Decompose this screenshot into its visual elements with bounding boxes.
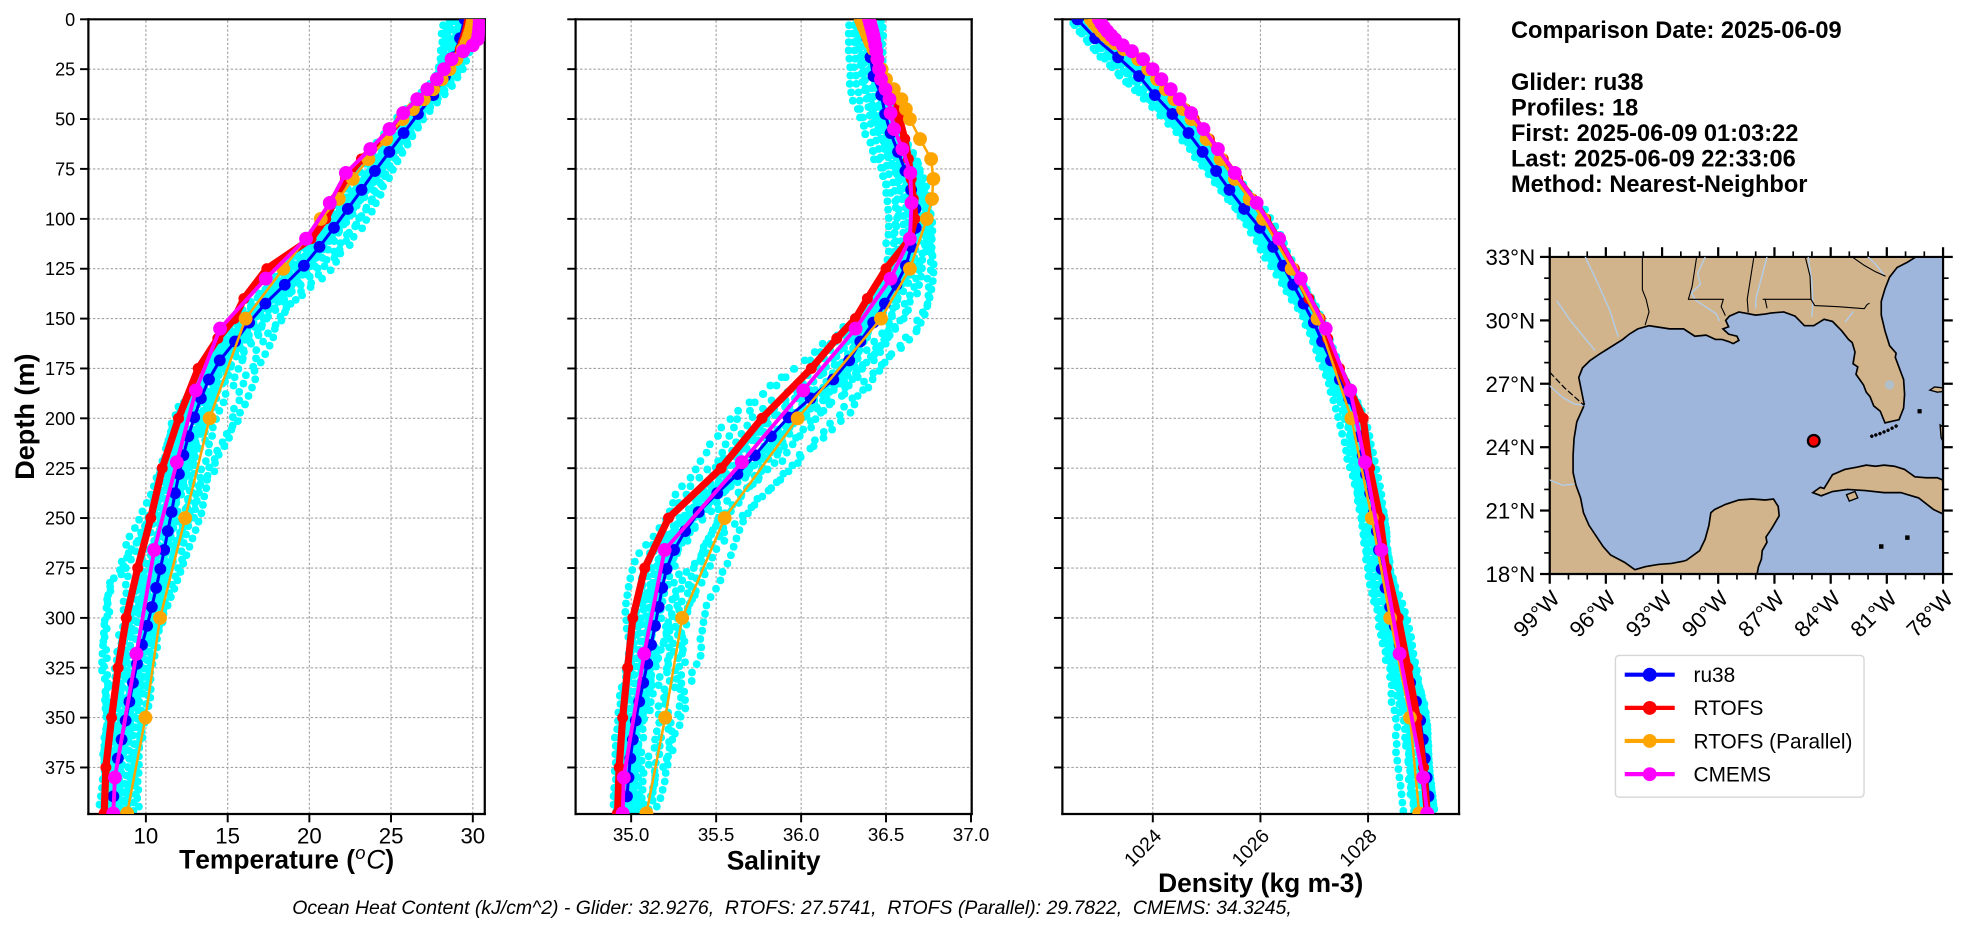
svg-text:Salinity: Salinity	[727, 845, 821, 875]
svg-text:10: 10	[134, 823, 159, 848]
svg-text:200: 200	[45, 409, 75, 429]
svg-text:35.5: 35.5	[698, 824, 734, 845]
svg-text:225: 225	[45, 459, 75, 479]
svg-text:Profiles: 18: Profiles: 18	[1511, 96, 1638, 122]
svg-text:25: 25	[379, 823, 404, 848]
svg-text:RTOFS (Parallel): RTOFS (Parallel)	[1694, 730, 1853, 753]
svg-text:37.0: 37.0	[953, 824, 989, 845]
svg-text:35.0: 35.0	[613, 824, 649, 845]
svg-text:First: 2025-06-09 01:03:22: First: 2025-06-09 01:03:22	[1511, 121, 1798, 147]
svg-text:33°N: 33°N	[1485, 245, 1535, 270]
svg-text:Last: 2025-06-09 22:33:06: Last: 2025-06-09 22:33:06	[1511, 147, 1796, 173]
svg-text:T e m p e r a t u r e ( ) o: T e m p e r a t u r e ( ) o C	[179, 839, 400, 875]
svg-text:24°N: 24°N	[1485, 435, 1535, 460]
svg-text:Method: Nearest-Neighbor: Method: Nearest-Neighbor	[1511, 172, 1807, 198]
svg-text:100: 100	[45, 209, 75, 229]
svg-text:300: 300	[45, 608, 75, 628]
svg-text:125: 125	[45, 259, 75, 279]
svg-text:0: 0	[65, 10, 75, 30]
svg-text:Ocean Heat Content (kJ/cm^2) -: Ocean Heat Content (kJ/cm^2) - Glider: 3…	[292, 897, 1291, 919]
svg-text:350: 350	[45, 708, 75, 728]
svg-text:Comparison Date: 2025-06-09: Comparison Date: 2025-06-09	[1511, 18, 1842, 44]
svg-text:RTOFS: RTOFS	[1694, 697, 1764, 720]
svg-text:27°N: 27°N	[1485, 372, 1535, 397]
svg-text:36.0: 36.0	[783, 824, 819, 845]
svg-text:250: 250	[45, 509, 75, 529]
svg-text:25: 25	[55, 60, 75, 80]
svg-text:150: 150	[45, 309, 75, 329]
svg-text:15: 15	[215, 823, 240, 848]
svg-text:20: 20	[297, 823, 322, 848]
svg-text:Glider: ru38: Glider: ru38	[1511, 70, 1644, 96]
svg-text:18°N: 18°N	[1485, 562, 1535, 587]
svg-text:Depth (m): Depth (m)	[9, 353, 40, 479]
svg-text:325: 325	[45, 658, 75, 678]
svg-text:75: 75	[55, 159, 75, 179]
svg-text:ru38: ru38	[1694, 664, 1736, 687]
svg-text:CMEMS: CMEMS	[1694, 763, 1772, 786]
svg-text:50: 50	[55, 110, 75, 130]
svg-text:275: 275	[45, 559, 75, 579]
svg-text:36.5: 36.5	[868, 824, 904, 845]
svg-text:375: 375	[45, 758, 75, 778]
svg-text:21°N: 21°N	[1485, 499, 1535, 524]
svg-text:175: 175	[45, 359, 75, 379]
svg-text:30: 30	[460, 823, 485, 848]
svg-text:Density (kg m-3): Density (kg m-3)	[1158, 868, 1363, 898]
svg-text:30°N: 30°N	[1485, 308, 1535, 333]
